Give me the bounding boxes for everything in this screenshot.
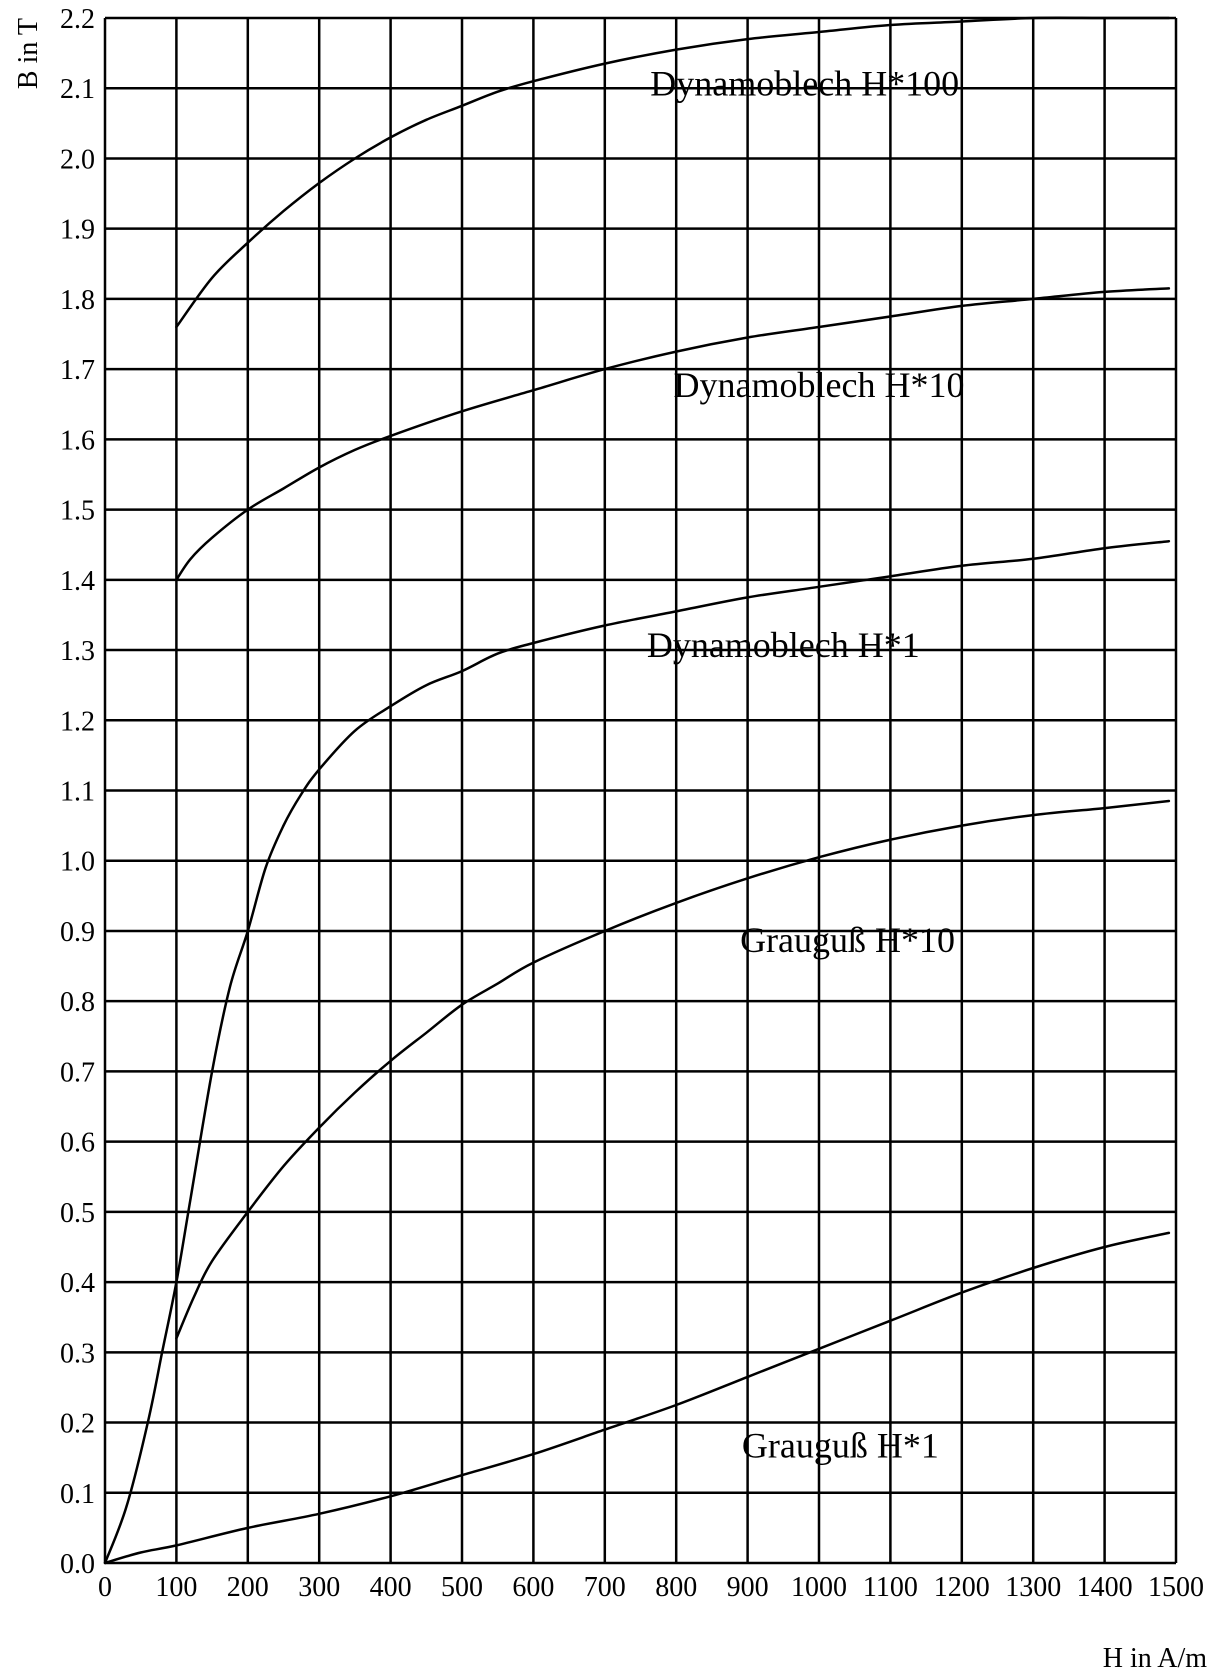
x-tick-label: 1000 (791, 1572, 847, 1603)
series-label-3: Dynamoblech H*1 (647, 625, 920, 665)
y-tick-label: 1.8 (60, 285, 95, 316)
y-tick-label: 1.0 (60, 847, 95, 878)
series-line-4 (175, 799, 1171, 1340)
curve-labels: Dynamoblech H*100 Dynamoblech H*10 Dynamob… (647, 63, 965, 1465)
y-tick-label: 0.6 (60, 1128, 95, 1159)
x-tick-label: 1300 (1005, 1572, 1061, 1603)
x-tick-label: 400 (370, 1572, 412, 1603)
y-tick-label: 0.4 (60, 1268, 95, 1299)
series-label-5: Grauguß H*1 (742, 1426, 939, 1466)
x-tick-label: 200 (227, 1572, 269, 1603)
x-tick-label: 1500 (1148, 1572, 1204, 1603)
x-tick-label: 0 (98, 1572, 112, 1603)
y-tick-label: 1.1 (60, 777, 95, 808)
y-tick-label: 0.0 (60, 1549, 95, 1580)
y-tick-label: 1.5 (60, 496, 95, 527)
x-tick-label: 800 (655, 1572, 697, 1603)
y-tick-label: 1.7 (60, 355, 95, 386)
x-tick-label: 300 (298, 1572, 340, 1603)
x-tick-label: 600 (512, 1572, 554, 1603)
y-tick-label: 0.8 (60, 987, 95, 1018)
y-tick-label: 0.5 (60, 1198, 95, 1229)
y-tick-label: 0.3 (60, 1338, 95, 1369)
series-line-5 (103, 1231, 1171, 1565)
y-tick-label: 0.9 (60, 917, 95, 948)
y-tick-label: 0.2 (60, 1409, 95, 1440)
y-tick-label: 0.7 (60, 1057, 95, 1088)
x-tick-label: 700 (584, 1572, 626, 1603)
x-tick-label: 100 (155, 1572, 197, 1603)
curves (103, 16, 1171, 1565)
series-label-2: Dynamoblech H*10 (674, 365, 965, 405)
y-tick-label: 1.9 (60, 215, 95, 246)
y-tick-label: 0.1 (60, 1479, 95, 1510)
series-line-2 (175, 287, 1171, 582)
x-tick-label: 900 (727, 1572, 769, 1603)
y-tick-label: 1.3 (60, 636, 95, 667)
y-axis-tick-labels: 0.0 0.1 0.2 0.3 0.4 0.5 0.6 0.7 0.8 0.9 1.0 1.1 1.2 1… (60, 4, 95, 1580)
y-tick-label: 1.6 (60, 425, 95, 456)
y-tick-label: 2.0 (60, 144, 95, 175)
series-line-1 (175, 16, 1171, 329)
x-tick-label: 1200 (934, 1572, 990, 1603)
series-label-4: Grauguß H*10 (740, 920, 955, 960)
y-tick-label: 1.2 (60, 706, 95, 737)
x-tick-label: 1100 (863, 1572, 918, 1603)
grid (103, 16, 1178, 1565)
x-axis-tick-labels: 0 100 200 300 400 500 600 700 800 900 1000 1100 1200… (98, 1572, 1204, 1603)
y-tick-label: 2.1 (60, 74, 95, 105)
y-axis-title: B in T (13, 18, 44, 89)
y-tick-label: 2.2 (60, 4, 95, 35)
y-tick-label: 1.4 (60, 566, 95, 597)
series-line-3 (103, 539, 1171, 1565)
x-axis-title: H in A/m (1103, 1643, 1207, 1674)
x-tick-label: 500 (441, 1572, 483, 1603)
series-label-1: Dynamoblech H*100 (650, 63, 959, 103)
x-tick-label: 1400 (1077, 1572, 1133, 1603)
